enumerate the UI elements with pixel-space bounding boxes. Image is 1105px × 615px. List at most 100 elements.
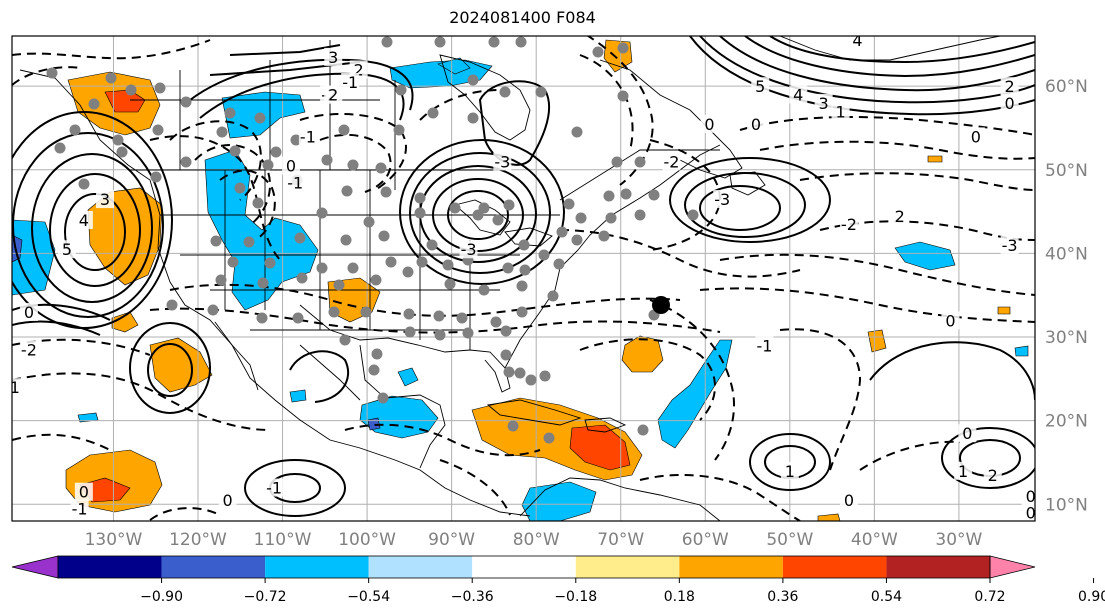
contour-line: [559, 229, 801, 278]
station-marker: [393, 124, 405, 136]
contour-label: 4: [793, 86, 803, 105]
negative-anomaly-region: [894, 241, 956, 271]
contour-label-background: [70, 499, 89, 518]
contour-line: [759, 140, 1035, 160]
colorbar-tick-label: −0.54: [347, 589, 390, 605]
contour-line: [194, 144, 271, 226]
station-marker: [112, 134, 124, 146]
contour-label: -3: [494, 152, 510, 171]
contour-label-background: [890, 206, 909, 225]
contour-line: [12, 320, 101, 336]
station-marker: [152, 124, 164, 136]
contour-line: [699, 185, 781, 231]
station-marker: [150, 171, 162, 183]
coastline: [599, 59, 743, 179]
contour-line: [432, 178, 524, 252]
contour-line: [769, 36, 1035, 64]
colorbar-frame: [57, 555, 991, 579]
negative-anomaly-region: [77, 412, 99, 423]
contour-label-background: [831, 102, 850, 121]
contour-label: -3: [714, 190, 730, 209]
contour-labels: -30-154332-1-22-10-2-10-1-10-30-2-3-22-3…: [12, 36, 1035, 521]
contour-label: 0: [962, 424, 972, 443]
station-marker: [611, 156, 623, 168]
contour-label-background: [218, 491, 237, 510]
contour-label-background: [966, 127, 985, 146]
colorbar-tick-label: −0.72: [244, 589, 287, 605]
longitude-tick-label: 130°W: [85, 530, 143, 550]
contour-label: 0: [971, 127, 981, 146]
station-marker: [516, 306, 528, 318]
contour-label-background: [19, 340, 38, 359]
contour-label: 5: [62, 240, 72, 259]
contour-label-background: [713, 190, 732, 209]
station-marker: [478, 284, 490, 296]
station-marker: [592, 46, 604, 58]
contour-line: [12, 132, 164, 318]
longitude-tick-label: 90°W: [428, 530, 475, 550]
station-marker: [515, 36, 527, 48]
station-marker: [347, 262, 359, 274]
colorbar-segment: [58, 556, 162, 578]
contour-label: 0: [945, 311, 955, 330]
contour-label: 3: [100, 190, 110, 209]
station-marker: [617, 90, 629, 102]
station-marker: [492, 214, 504, 226]
coastline: [439, 54, 531, 141]
station-marker: [380, 186, 392, 198]
contour-line: [149, 307, 721, 334]
contour-label-background: [286, 173, 305, 192]
contour-line: [447, 190, 509, 240]
contour-line: [229, 44, 341, 56]
contour-label: -2: [21, 341, 37, 360]
station-marker: [347, 159, 359, 171]
colorbar-segment: [782, 556, 887, 578]
station-marker: [434, 36, 446, 48]
station-marker: [503, 199, 515, 211]
station-marker: [598, 230, 610, 242]
island-coastline: [486, 399, 582, 426]
latitude-tick-label: 30°N: [1045, 328, 1088, 348]
station-marker: [414, 192, 426, 204]
station-marker: [290, 134, 302, 146]
station-marker: [371, 348, 383, 360]
contour-line: [219, 169, 276, 241]
contour-line: [12, 372, 271, 431]
contour-line: [344, 423, 541, 457]
contour-line: [169, 283, 681, 317]
station-marker: [603, 190, 615, 202]
lake-shoreline: [504, 227, 553, 247]
contour-label-background: [1021, 486, 1035, 505]
station-marker: [378, 230, 390, 242]
contour-label-background: [96, 190, 114, 209]
colorbar-segment: [472, 556, 576, 578]
contour-label-background: [19, 302, 38, 321]
contour-line: [129, 322, 211, 414]
station-marker: [180, 156, 192, 168]
station-marker: [571, 126, 583, 138]
negative-anomaly-region: [437, 57, 471, 75]
station-marker: [360, 306, 372, 318]
station-marker: [503, 366, 515, 378]
station-marker: [78, 178, 90, 190]
contour-line: [859, 440, 961, 471]
contour-line: [31, 153, 153, 303]
contour-label-background: [954, 461, 973, 480]
contour-line: [799, 172, 1035, 191]
contour-label-background: [780, 461, 799, 480]
station-marker: [385, 256, 397, 268]
contour-line: [299, 113, 407, 191]
colorbar-tick-label: 0.90: [1078, 589, 1105, 605]
colorbar-tick-label: 0.36: [767, 589, 798, 605]
longitude-tick-label: 70°W: [597, 530, 644, 550]
colorbar-tick-label: 0.18: [664, 589, 695, 605]
colorbar: −0.90 −0.72 −0.54 −0.36 −0.18 0.18 0.36 0.54 0.7…: [11, 555, 1105, 605]
contour-line: [669, 157, 831, 243]
contour-label: -3: [1002, 236, 1018, 255]
station-marker: [321, 154, 333, 166]
positive-anomaly-region: [817, 513, 841, 521]
contour-label: 0: [1005, 94, 1015, 113]
negative-anomaly-region: [521, 481, 597, 521]
colorbar-segment: [575, 556, 680, 578]
